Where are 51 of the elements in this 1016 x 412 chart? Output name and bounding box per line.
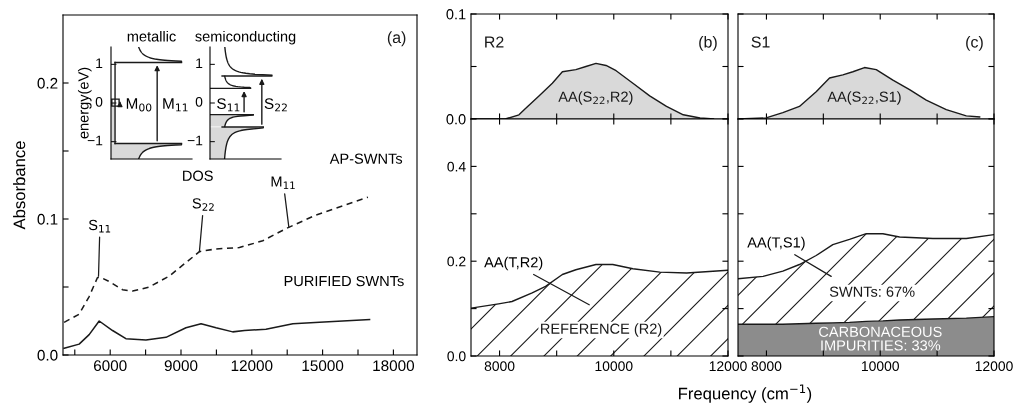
text: DOS (183, 170, 213, 181)
x-tick-label: 10000 (861, 361, 899, 372)
annotation: (b) (699, 35, 717, 51)
annotation: (a) (387, 31, 406, 47)
x-tick-label: 9000 (164, 360, 198, 372)
annotation: AA(T,S1) (747, 236, 805, 251)
x-axis-title: Frequency (cm$^{−1}$) (679, 384, 812, 403)
x-tick-label: 12000 (709, 361, 747, 372)
line-series (63, 318, 371, 349)
annotation: S$_{11}$ (217, 98, 240, 112)
y-axis-title: Absorbance (13, 141, 26, 230)
text: AP-SWNTs (329, 153, 403, 164)
x-tick-label: 8000 (484, 361, 515, 372)
annotation: S1 (751, 36, 770, 48)
y-tick-label: 0.1 (37, 213, 58, 225)
annotation: S$_{22}$ (264, 98, 287, 112)
annotation: M$_{11}$ (163, 98, 188, 112)
x-tick-label: 6000 (93, 360, 127, 372)
y-tick-label: 0.0 (447, 351, 466, 362)
annotation: −1 (187, 135, 203, 146)
y-tick-label: 0.0 (446, 114, 466, 125)
annotation: REFERENCE (R2) (541, 323, 662, 337)
annotation: S$_{22}$ (192, 198, 214, 211)
y-tick-label: 0.4 (447, 161, 466, 172)
annotation: 1 (96, 58, 103, 68)
x-tick-label: 12000 (975, 361, 1013, 372)
annotation: R2 (485, 36, 504, 48)
x-tick-label: 18000 (373, 360, 415, 372)
y-tick-label: 0.1 (446, 9, 466, 20)
annotation: 1 (196, 58, 203, 68)
annotation: S$_{11}$ (88, 219, 111, 233)
y-tick-label: 0.2 (37, 77, 58, 89)
x-tick-label: 12000 (231, 360, 273, 372)
text: PURIFIED SWNTs (284, 275, 404, 287)
annotation: CARBONACEOUS IMPURITIES: 33% (819, 326, 942, 351)
text: semiconducting (195, 30, 296, 45)
annotation: AA(S$_{22}$,R2) (558, 91, 633, 105)
y-tick-label: 0.2 (447, 256, 466, 267)
x-tick-label: 15000 (302, 360, 344, 372)
annotation: AA(S$_{22}$,S1) (827, 91, 901, 105)
text: metallic (127, 30, 176, 42)
x-tick-label: 10000 (595, 361, 633, 372)
annotation: M$_{11}$ (271, 176, 295, 189)
annotation: (c) (966, 35, 983, 51)
annotation: SWNTs: 67% (829, 286, 915, 297)
annotation: M$_{00}$ (126, 98, 152, 112)
annotation: 0 (95, 96, 103, 107)
x-tick-label: 8000 (751, 361, 782, 372)
annotation: AA(T,R2) (484, 256, 543, 271)
y-tick-label: 0.0 (37, 349, 58, 361)
annotation: 0 (195, 96, 203, 107)
